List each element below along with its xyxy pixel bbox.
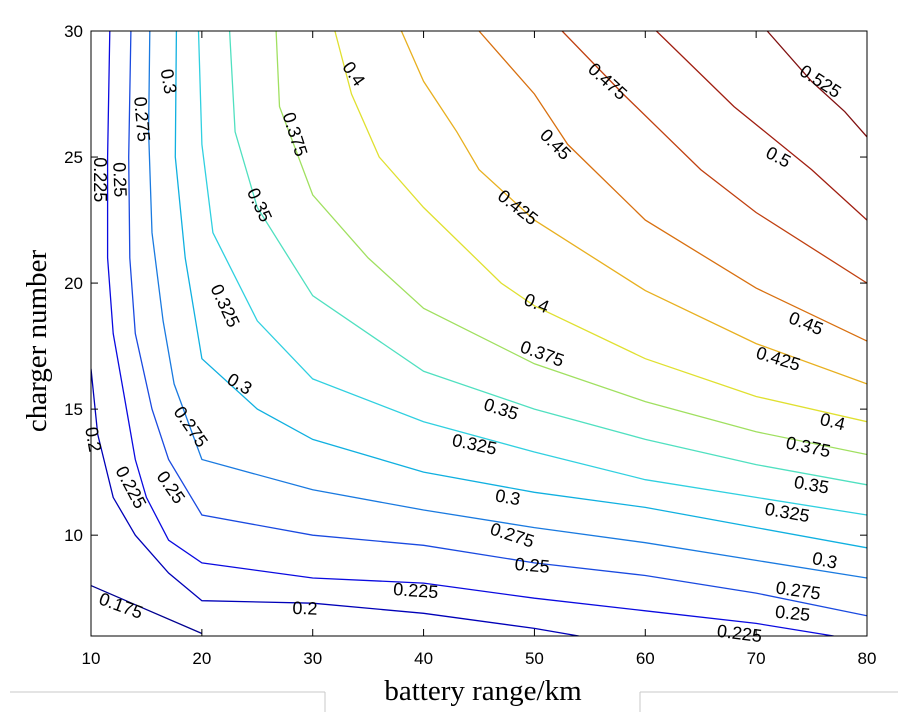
contour-label: 0.3: [157, 67, 181, 95]
contour-label: 0.2: [292, 598, 318, 619]
y-axis-title: charger number: [21, 250, 53, 433]
x-tick-label: 30: [303, 649, 322, 668]
x-tick-label: 70: [747, 649, 766, 668]
y-axis-ticks: 10 15 20 25 30: [64, 22, 867, 545]
contour-label: 0.2: [81, 425, 105, 453]
x-tick-label: 50: [525, 649, 544, 668]
contour-line-0.25: [128, 31, 867, 617]
contour-label: 0.275: [130, 96, 154, 143]
contour-line-0.3: [174, 31, 867, 549]
contour-line-0.475: [561, 31, 867, 284]
x-tick-label: 60: [636, 649, 655, 668]
y-tick-label: 30: [64, 22, 83, 41]
contour-line-0.425: [400, 31, 867, 385]
contour-label: 0.25: [109, 162, 130, 198]
axis-decoration: [10, 691, 898, 712]
contour-label: 0.25: [774, 602, 811, 626]
contour-line-0.5: [655, 31, 867, 221]
contour-line-0.375: [275, 31, 867, 456]
x-axis-title: battery range/km: [384, 675, 582, 707]
contour-line-0.45: [478, 31, 867, 342]
contour-label: 0.25: [514, 554, 551, 577]
y-tick-label: 10: [64, 526, 83, 545]
contour-line-0.4: [334, 31, 867, 423]
x-tick-label: 20: [192, 649, 211, 668]
y-tick-label: 25: [64, 148, 83, 167]
y-tick-label: 20: [64, 274, 83, 293]
y-tick-label: 15: [64, 400, 83, 419]
x-axis-ticks: 10 20 30 40 50 60 70 80: [82, 31, 877, 668]
contour-line-0.275: [147, 31, 867, 579]
contour-line-0.35: [228, 31, 867, 486]
contour-label: 0.225: [90, 157, 110, 202]
contour-label: 0.3: [494, 485, 522, 509]
plot-frame: [90, 30, 868, 637]
contour-line-0.325: [197, 31, 867, 516]
contour-lines: [91, 31, 867, 636]
contour-line-0.175: [91, 585, 203, 635]
contour-line-0.2: [91, 368, 579, 636]
x-tick-label: 80: [858, 649, 877, 668]
x-tick-label: 10: [82, 649, 101, 668]
x-tick-label: 40: [414, 649, 433, 668]
contour-label: 0.225: [393, 579, 439, 602]
contour-line-0.525: [766, 31, 867, 138]
contour-line-0.225: [106, 31, 834, 636]
